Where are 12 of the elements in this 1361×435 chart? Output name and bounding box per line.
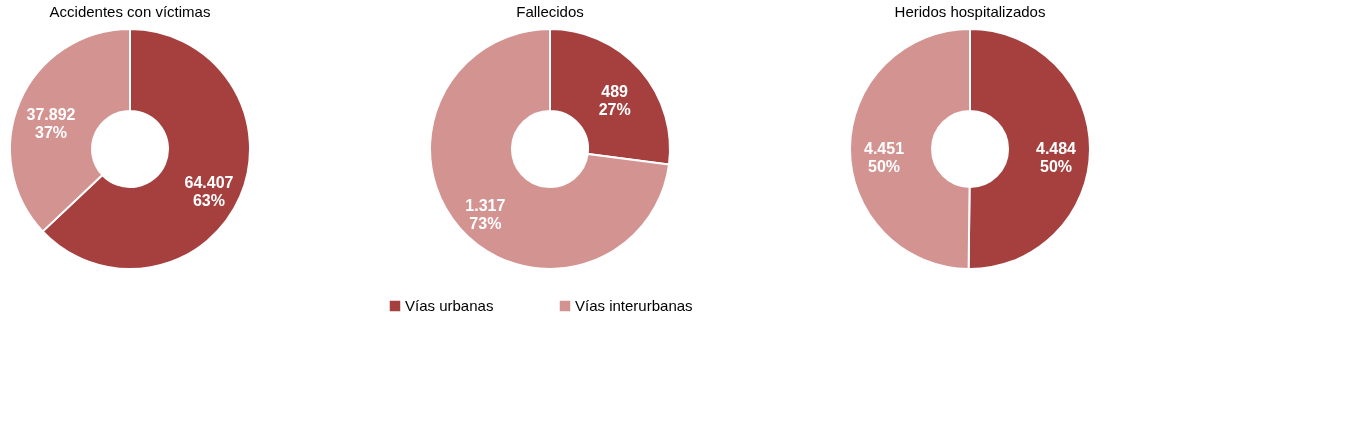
data-label: 1.317 73%	[465, 196, 506, 232]
legend-label: Vías interurbanas	[575, 297, 693, 314]
chart-title: Heridos hospitalizados	[894, 3, 1046, 20]
donut-slice	[429, 28, 670, 270]
data-label: 489 27%	[598, 83, 631, 119]
data-label: 4.451 50%	[863, 139, 905, 175]
data-label: 4.484 50%	[1035, 140, 1077, 176]
chart-title: Fallecidos	[516, 3, 584, 20]
data-label: 64.407 63%	[184, 174, 234, 210]
data-label: 37.892 37%	[26, 105, 76, 141]
legend-label: Vías urbanas	[405, 297, 494, 314]
chart-title: Accidentes con víctimas	[49, 3, 211, 20]
